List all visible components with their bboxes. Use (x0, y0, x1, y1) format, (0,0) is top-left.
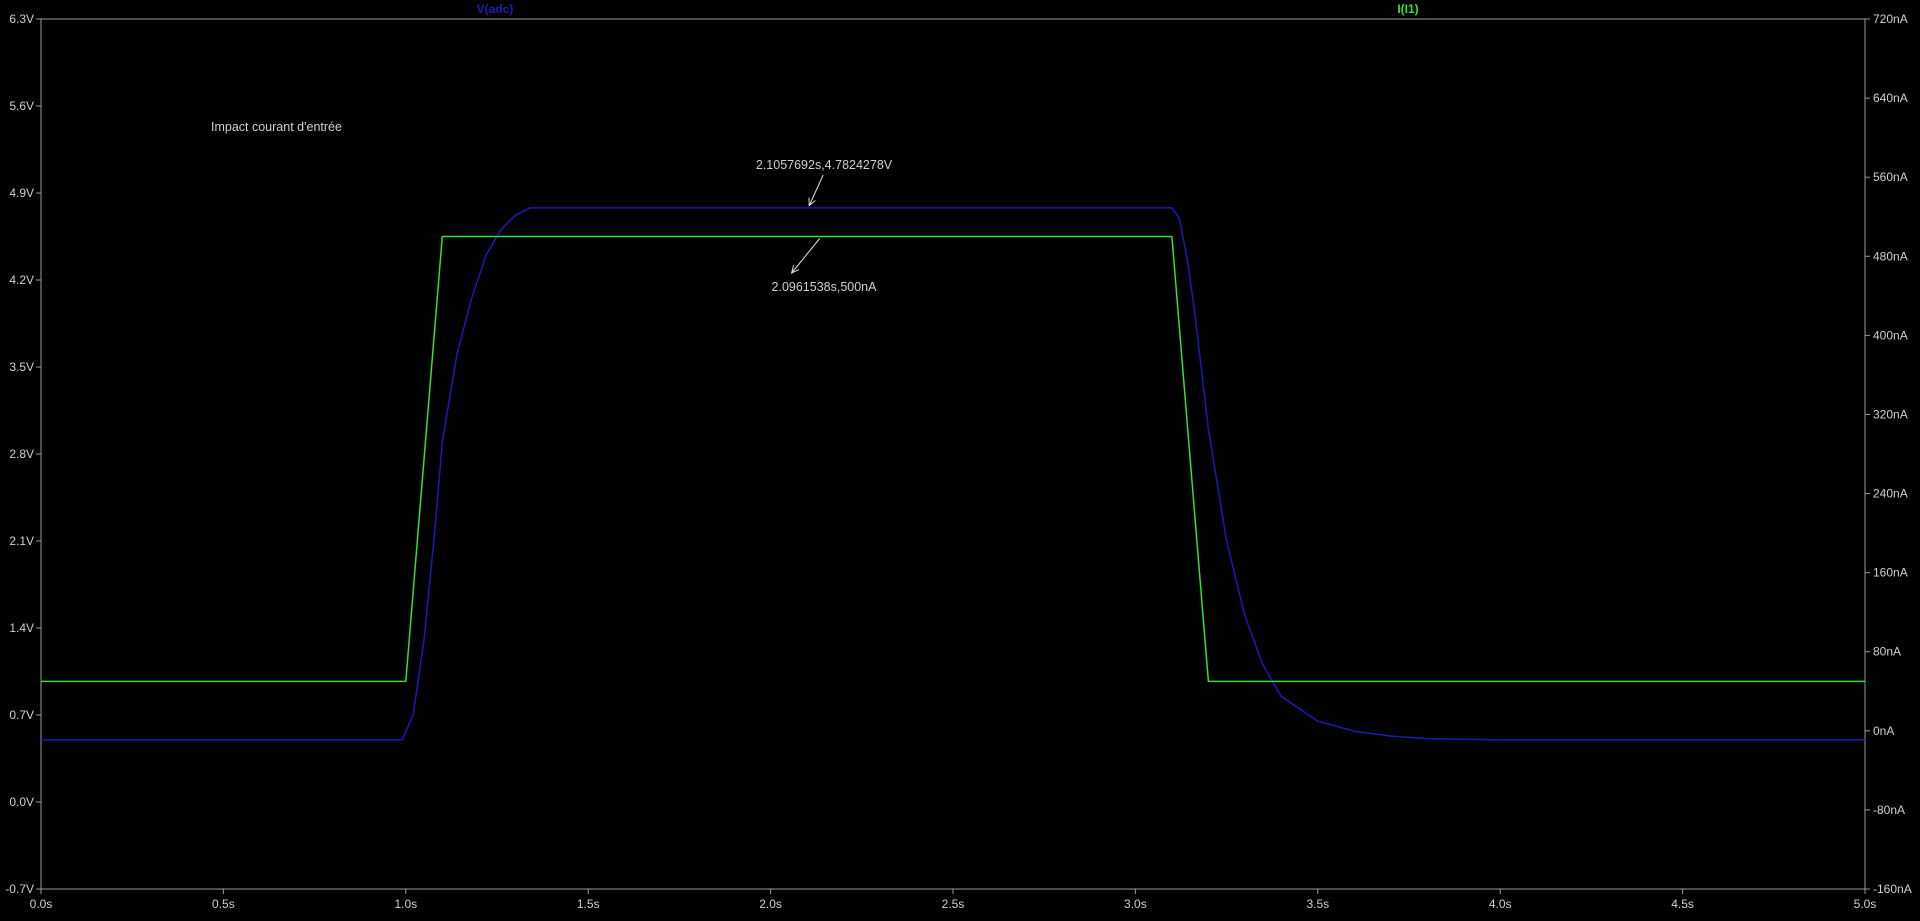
right-tick-label: 320nA (1873, 407, 1908, 421)
x-tick-label: 0.5s (212, 897, 235, 911)
cursor-annotation-label: 2.0961538s,500nA (772, 280, 878, 294)
left-tick-label: 4.9V (9, 186, 34, 200)
right-tick-label: 0nA (1873, 724, 1894, 738)
x-tick-label: 3.0s (1124, 897, 1147, 911)
x-tick-label: 1.5s (577, 897, 600, 911)
left-tick-label: 1.4V (9, 621, 34, 635)
left-tick-label: 6.3V (9, 12, 34, 26)
right-tick-label: 720nA (1873, 12, 1908, 26)
right-axis-ticks: -160nA -80nA 0nA 80nA 160nA 240nA 320nA 400nA 48… (1865, 12, 1912, 896)
plot-note: Impact courant d'entrée (211, 120, 342, 134)
right-tick-label: 400nA (1873, 328, 1908, 342)
left-tick-label: -0.7V (5, 882, 34, 896)
cursor-arrow-head (790, 265, 800, 274)
trace-labels[interactable]: V(adc) I(I1) (477, 2, 1419, 16)
x-tick-label: 5.0s (1854, 897, 1877, 911)
right-tick-label: -160nA (1873, 882, 1912, 896)
right-tick-label: 240nA (1873, 487, 1908, 501)
x-axis-ticks: 0.0s 0.5s 1.0s 1.5s 2.0s 2.5s 3.0s 3.5s 4.0s 4.5s… (30, 889, 1877, 911)
left-tick-label: 0.7V (9, 708, 34, 722)
x-tick-label: 3.5s (1306, 897, 1329, 911)
left-axis-ticks: -0.7V 0.0V 0.7V 1.4V 2.1V 2.8V 3.5V 4.2V 4.9V 5.6… (5, 12, 41, 896)
right-tick-label: 640nA (1873, 91, 1908, 105)
trace-label[interactable]: I(I1) (1397, 2, 1418, 16)
right-tick-label: 80nA (1873, 645, 1901, 659)
x-tick-label: 0.0s (30, 897, 53, 911)
trace-label[interactable]: V(adc) (477, 2, 514, 16)
right-tick-label: 160nA (1873, 566, 1908, 580)
cursor-arrow (791, 238, 821, 274)
left-tick-label: 4.2V (9, 273, 34, 287)
right-tick-label: 560nA (1873, 170, 1908, 184)
cursor-arrow-head (808, 197, 816, 207)
series-line-i-i1 (41, 235, 1865, 683)
x-tick-label: 2.0s (759, 897, 782, 911)
x-tick-label: 4.5s (1671, 897, 1694, 911)
left-tick-label: 5.6V (9, 99, 34, 113)
left-tick-label: 0.0V (9, 795, 34, 809)
x-tick-label: 2.5s (942, 897, 965, 911)
cursor-annotation-label: 2.1057692s,4.7824278V (756, 158, 893, 172)
series-line-v-adc (41, 207, 1865, 741)
right-tick-label: -80nA (1873, 803, 1905, 817)
series-layer (41, 207, 1865, 741)
left-tick-label: 2.1V (9, 534, 34, 548)
cursor-annotations: 2.1057692s,4.7824278V 2.0961538s,500nA (756, 158, 893, 294)
x-tick-label: 1.0s (394, 897, 417, 911)
cursor-arrow (808, 174, 824, 206)
left-tick-label: 2.8V (9, 447, 34, 461)
x-tick-label: 4.0s (1489, 897, 1512, 911)
right-tick-label: 480nA (1873, 249, 1908, 263)
left-tick-label: 3.5V (9, 360, 34, 374)
